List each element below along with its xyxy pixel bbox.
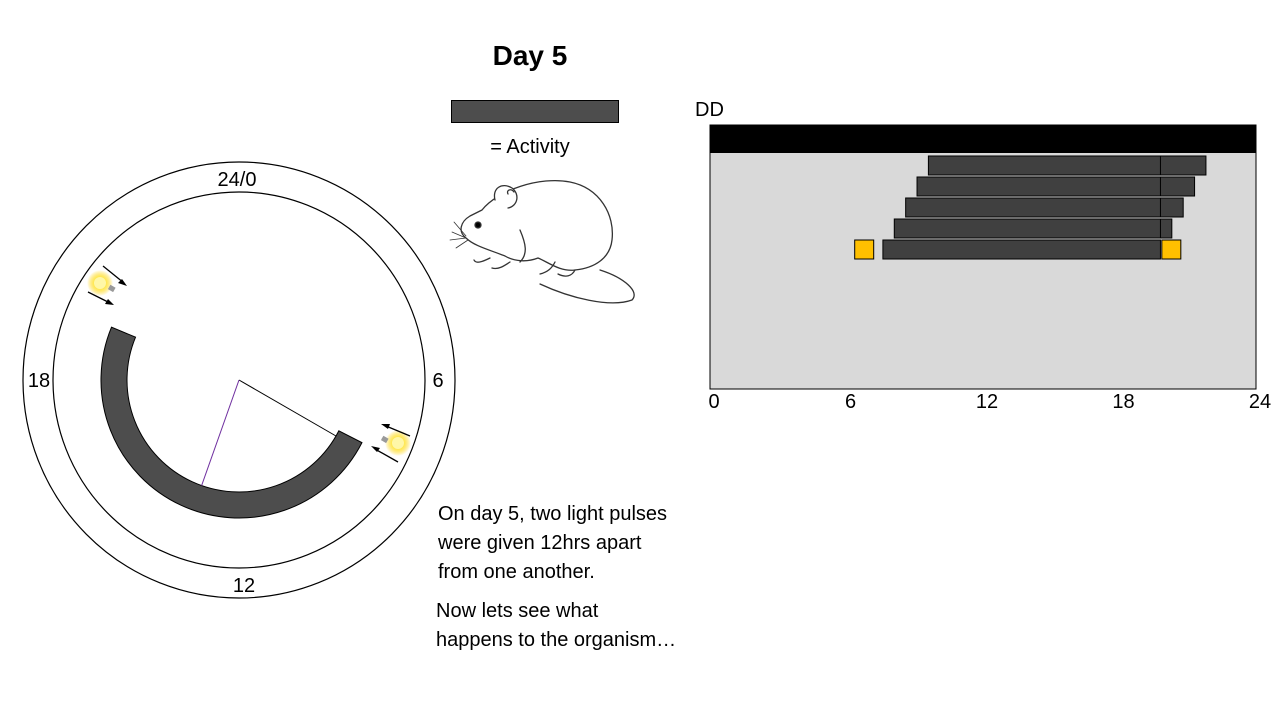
actogram-activity-bar (905, 197, 1184, 218)
caption-line: were given 12hrs apart (438, 532, 642, 554)
caption-line: from one another. (438, 561, 595, 583)
light-bulb-icon (87, 270, 116, 296)
actogram-light-pulse (854, 239, 875, 260)
clock-hand-phase (238, 379, 337, 437)
circadian-clock: 24/0 6 12 18 (22, 161, 456, 599)
clock-label-left: 18 (28, 370, 50, 392)
light-bulb-icon (380, 430, 411, 456)
caption-light-pulses: On day 5, two light pulses were given 12… (438, 500, 718, 587)
actogram-condition-label: DD (695, 99, 724, 121)
caption-next-step: Now lets see what happens to the organis… (436, 597, 736, 655)
actogram-dd-header (710, 125, 1256, 153)
light-direction-arrows-icon (87, 265, 127, 305)
actogram-activity-bar (927, 155, 1207, 176)
actogram: DD 0 6 12 18 24 (695, 99, 1271, 413)
clock-hand-reference (201, 379, 240, 486)
day-title: Day 5 (492, 40, 568, 71)
actogram-light-pulse (1161, 239, 1182, 260)
actogram-x-tick-label: 24 (1249, 391, 1271, 413)
caption-line: happens to the organism… (436, 629, 677, 651)
clock-label-right: 6 (432, 370, 443, 392)
mouse-illustration (449, 179, 635, 304)
activity-legend-label: = Activity (490, 136, 570, 158)
clock-label-top: 24/0 (218, 169, 257, 191)
caption-line: Now lets see what (436, 600, 599, 622)
clock-label-bottom: 12 (233, 575, 255, 597)
actogram-x-tick-label: 18 (1112, 391, 1134, 413)
actogram-activity-bar (916, 176, 1196, 197)
actogram-x-tick-label: 6 (845, 391, 856, 413)
activity-legend-swatch (451, 100, 619, 123)
actogram-x-tick-label: 0 (708, 391, 719, 413)
actogram-activity-bar (893, 218, 1173, 239)
caption-line: On day 5, two light pulses (438, 503, 668, 525)
clock-activity-arc (100, 326, 363, 519)
actogram-activity-bar (882, 239, 1161, 260)
light-direction-arrows-icon (371, 424, 411, 463)
actogram-x-tick-label: 12 (976, 391, 998, 413)
